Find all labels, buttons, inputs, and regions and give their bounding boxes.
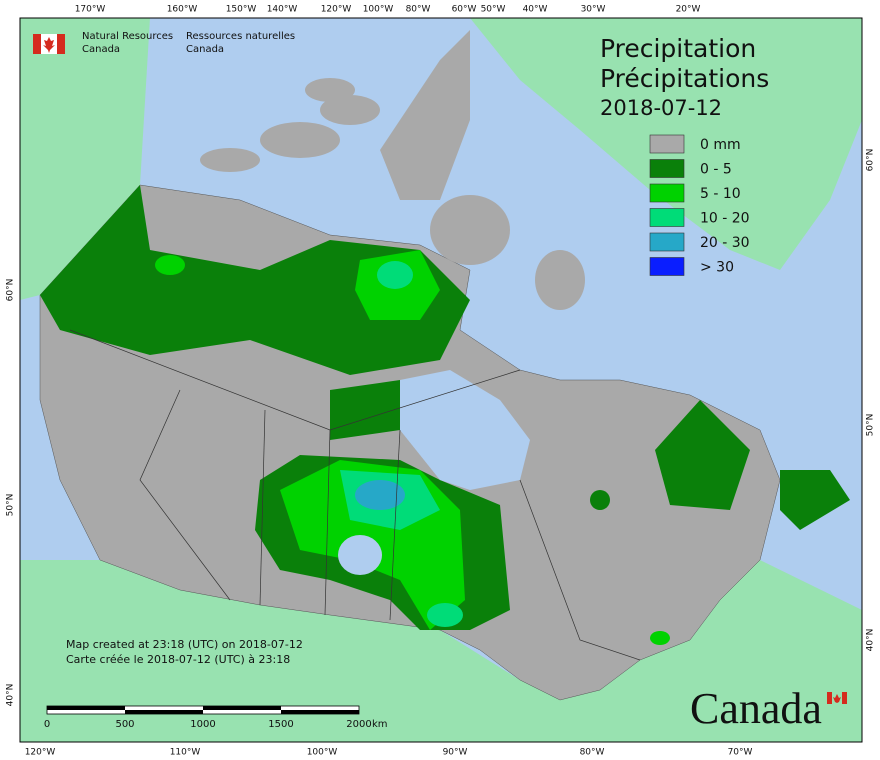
- graticule-label: 120°W: [25, 748, 56, 758]
- wordmark: Canada: [690, 684, 822, 733]
- graticule-label: 60°W: [452, 5, 477, 15]
- scale-segment: [47, 706, 125, 710]
- graticule-label: 110°W: [170, 748, 201, 758]
- precip-10-20: [377, 261, 413, 289]
- legend-label: 10 - 20: [700, 211, 750, 227]
- scale-label: 1500: [268, 719, 293, 730]
- legend-label: 20 - 30: [700, 235, 750, 251]
- agency-fr: Ressources naturelles: [186, 31, 295, 42]
- graticule-label: 40°N: [6, 684, 16, 707]
- maple-leaf: [43, 37, 55, 53]
- title: Precipitation: [600, 34, 756, 63]
- legend-label: > 30: [700, 260, 734, 276]
- legend-label: 0 - 5: [700, 162, 732, 178]
- scale-segment: [281, 710, 359, 714]
- scale-label: 500: [115, 719, 134, 730]
- precip-0-5: [40, 185, 470, 375]
- graticule-labels: 170°W 160°W 150°W 140°W 120°W 100°W 80°W 60°W 50…: [6, 5, 876, 758]
- precip-20-30: [355, 480, 405, 510]
- hudson-bay: [400, 370, 530, 490]
- united-states: [20, 560, 862, 742]
- flag-bar: [33, 34, 41, 54]
- agency-signature: Natural Resources Canada Ressources natu…: [33, 31, 295, 55]
- legend-swatch: [649, 183, 685, 203]
- legend-label: 5 - 10: [700, 186, 741, 202]
- graticule-label: 50°W: [481, 5, 506, 15]
- scale-bar: km 0 500 1000 1500 2000: [44, 705, 388, 730]
- precip-0-5: [780, 470, 850, 530]
- graticule-label: 50°N: [6, 494, 16, 517]
- legend-swatch: [649, 134, 685, 154]
- scale-label: 1000: [190, 719, 215, 730]
- wordmark-flag: [827, 692, 847, 704]
- graticule-label: 40°N: [866, 629, 876, 652]
- graticule-label: 80°W: [406, 5, 431, 15]
- precip-5-10: [650, 631, 670, 645]
- scale-segment: [203, 706, 281, 710]
- date: 2018-07-12: [600, 96, 722, 120]
- graticule-label: 70°W: [728, 748, 753, 758]
- title-fr: Précipitations: [600, 64, 769, 93]
- graticule-label: 170°W: [75, 5, 106, 15]
- map-frame: [19, 17, 863, 743]
- graticule-label: 40°W: [523, 5, 548, 15]
- graticule-label: 140°W: [267, 5, 298, 15]
- graticule-label: 100°W: [363, 5, 394, 15]
- flag-bar: [57, 34, 65, 54]
- graticule-label: 30°W: [581, 5, 606, 15]
- graticule-label: 80°W: [580, 748, 605, 758]
- graticule-label: 50°N: [866, 414, 876, 437]
- graticule-label: 20°W: [676, 5, 701, 15]
- legend-swatch: [649, 232, 685, 252]
- scale-segment: [125, 710, 203, 714]
- graticule-label: 120°W: [321, 5, 352, 15]
- graticule-label: 60°N: [6, 279, 16, 302]
- graticule-label: 90°W: [443, 748, 468, 758]
- scale-label: 2000: [346, 719, 371, 730]
- scale-unit: km: [372, 719, 388, 730]
- alaska: [20, 18, 150, 300]
- note: Map created at 23:18 (UTC) on 2018-07-12: [66, 638, 303, 651]
- graticule-label: 60°N: [866, 149, 876, 172]
- precip-0-5: [330, 380, 400, 440]
- precip-10-20: [427, 603, 463, 627]
- graticule-label: 150°W: [226, 5, 257, 15]
- legend: 0 mm 0 - 5 5 - 10 10 - 20 20 - 30 > 30: [649, 134, 750, 276]
- lake: [338, 535, 382, 575]
- agency-en: Canada: [82, 44, 120, 55]
- precip-0-5: [590, 490, 610, 510]
- scale-label: 0: [44, 719, 50, 730]
- legend-swatch: [649, 257, 685, 276]
- precip-0-5: [655, 400, 750, 510]
- note: Carte créée le 2018-07-12 (UTC) à 23:18: [66, 653, 290, 666]
- map-area: [20, 18, 862, 742]
- legend-swatch: [649, 159, 685, 178]
- legend-swatch: [649, 208, 685, 227]
- agency-en: Natural Resources: [82, 31, 173, 42]
- graticule-label: 100°W: [307, 748, 338, 758]
- agency-fr: Canada: [186, 44, 224, 55]
- arctic-islands: [200, 30, 585, 310]
- borders: [69, 329, 641, 661]
- graticule-label: 160°W: [167, 5, 198, 15]
- precip-5-10: [155, 255, 185, 275]
- legend-label: 0 mm: [700, 137, 741, 153]
